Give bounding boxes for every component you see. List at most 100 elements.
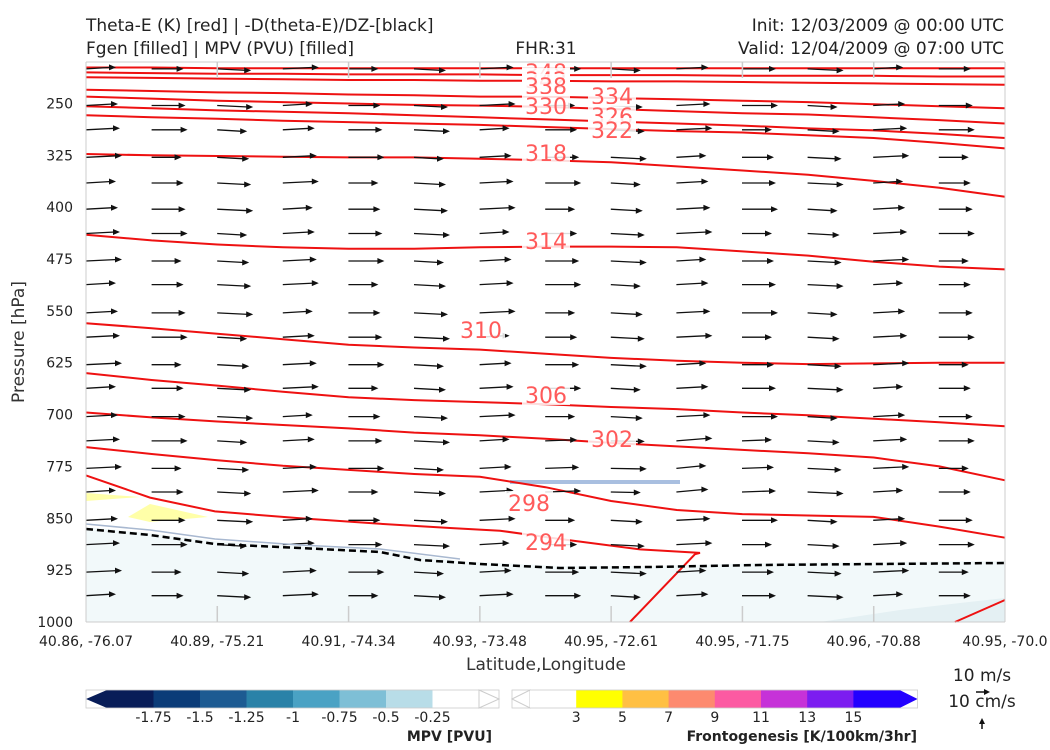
wind-vector-head xyxy=(967,541,975,548)
wind-vector xyxy=(610,336,640,340)
wind-vector xyxy=(413,208,444,212)
wind-vector-head xyxy=(701,486,709,493)
wind-vector-head xyxy=(635,311,643,318)
wind-vector-head xyxy=(572,154,580,161)
wind-vector-head xyxy=(437,259,444,266)
wind-vector xyxy=(217,387,247,391)
fgen-colorbar-tick: 13 xyxy=(798,710,816,726)
wind-vector-head xyxy=(902,256,910,263)
wind-vector-head xyxy=(375,126,383,133)
wind-vector-head xyxy=(178,206,186,213)
wind-vector-head xyxy=(439,490,446,497)
wind-vector-head xyxy=(699,462,707,469)
wind-vector xyxy=(479,518,511,521)
title-left-line-2: Fgen [filled] | MPV (PVU) [filled] xyxy=(86,39,354,59)
wind-vector-head xyxy=(836,386,844,393)
wind-vector-head xyxy=(900,125,908,132)
wind-vector-head xyxy=(902,360,910,367)
wind-vector-head xyxy=(902,567,910,574)
wind-vector-head xyxy=(834,155,842,162)
y-axis-ticks: 250 325 400 475 550 625 700 775 850 925 1000 xyxy=(37,96,73,631)
contour-label-text: 330 xyxy=(525,95,567,120)
wind-vector-head xyxy=(898,308,906,315)
wind-vector xyxy=(85,593,112,597)
wind-vector-head xyxy=(574,488,582,494)
wind-vector-head xyxy=(371,489,379,495)
wind-vector xyxy=(807,232,835,236)
wind-vector xyxy=(282,155,312,158)
wind-vector-head xyxy=(504,256,512,263)
wind-vector-head xyxy=(309,567,317,574)
wind-vector xyxy=(676,569,702,573)
wind-vector-head xyxy=(699,567,707,574)
wind-vector-head xyxy=(830,415,838,422)
wind-vector xyxy=(873,542,903,546)
fgen-colorbar-segment xyxy=(622,690,670,708)
wind-vector-head xyxy=(242,570,250,577)
wind-vector-head xyxy=(767,258,774,264)
wind-vector-head xyxy=(836,67,844,74)
wind-vector-head xyxy=(765,436,772,443)
wind-vector-head xyxy=(574,281,582,288)
wind-vector xyxy=(873,386,899,389)
wind-vector xyxy=(545,439,573,442)
wind-vector-head xyxy=(963,65,971,72)
wind-vector xyxy=(807,491,839,495)
wind-vector-head xyxy=(377,258,385,264)
wind-vector-head xyxy=(633,386,641,393)
wind-vector xyxy=(610,283,636,287)
wind-vector-head xyxy=(439,283,446,290)
wind-vector-head xyxy=(504,152,512,159)
wind-vector-head xyxy=(574,65,582,72)
contour-label-338: 338 xyxy=(522,74,570,100)
wind-vector xyxy=(807,440,835,444)
wind-vector-head xyxy=(437,570,444,577)
wind-vector xyxy=(807,364,837,367)
wind-vector xyxy=(873,414,901,418)
wind-vector xyxy=(807,571,837,575)
mpv-colorbar-extend-right xyxy=(478,689,501,709)
wind-vector xyxy=(610,232,640,236)
wind-vector xyxy=(479,489,509,493)
wind-vector-head xyxy=(508,308,516,315)
wind-vector xyxy=(873,282,899,286)
wind-vector xyxy=(217,182,247,186)
wind-vector xyxy=(610,543,640,547)
wind-vector xyxy=(479,155,507,158)
wind-vector-head xyxy=(113,229,120,235)
fgen-colorbar-segment xyxy=(668,690,716,708)
wind-vector xyxy=(85,542,116,546)
wind-vector xyxy=(413,519,444,523)
wind-vector-head xyxy=(508,204,516,211)
wind-vector-head xyxy=(703,412,711,419)
vector-scale-w-arrowhead xyxy=(979,718,985,724)
wind-vector xyxy=(85,310,114,314)
wind-vector-head xyxy=(633,283,641,290)
wind-vector xyxy=(610,491,636,494)
wind-vector-head xyxy=(765,126,772,133)
fgen-colorbar-extend-right xyxy=(899,690,918,708)
wind-vector xyxy=(413,415,444,419)
wind-vector-head xyxy=(377,569,385,576)
wind-vector xyxy=(479,282,509,286)
contour-label-306: 306 xyxy=(522,383,570,409)
wind-vector xyxy=(217,104,249,108)
wind-vector-head xyxy=(371,281,379,288)
theta-e-contour-298 xyxy=(85,446,1006,539)
wind-vector-head xyxy=(836,181,844,188)
wind-vector-head xyxy=(961,258,969,264)
wind-vector xyxy=(217,312,249,316)
wind-vector-head xyxy=(963,385,971,392)
wind-vector xyxy=(610,182,636,186)
wind-vector-head xyxy=(246,207,254,214)
wind-vector-head xyxy=(639,465,647,472)
fgen-colorbar-segment xyxy=(853,690,901,708)
wind-vector xyxy=(676,310,706,314)
wind-vector xyxy=(676,180,704,184)
wind-vector-head xyxy=(771,309,778,316)
wind-vector-head xyxy=(574,385,582,392)
wind-vector xyxy=(479,414,511,418)
wind-vector-head xyxy=(765,541,772,548)
wind-vector-head xyxy=(502,540,510,547)
mpv-colorbar-segment xyxy=(432,690,480,708)
